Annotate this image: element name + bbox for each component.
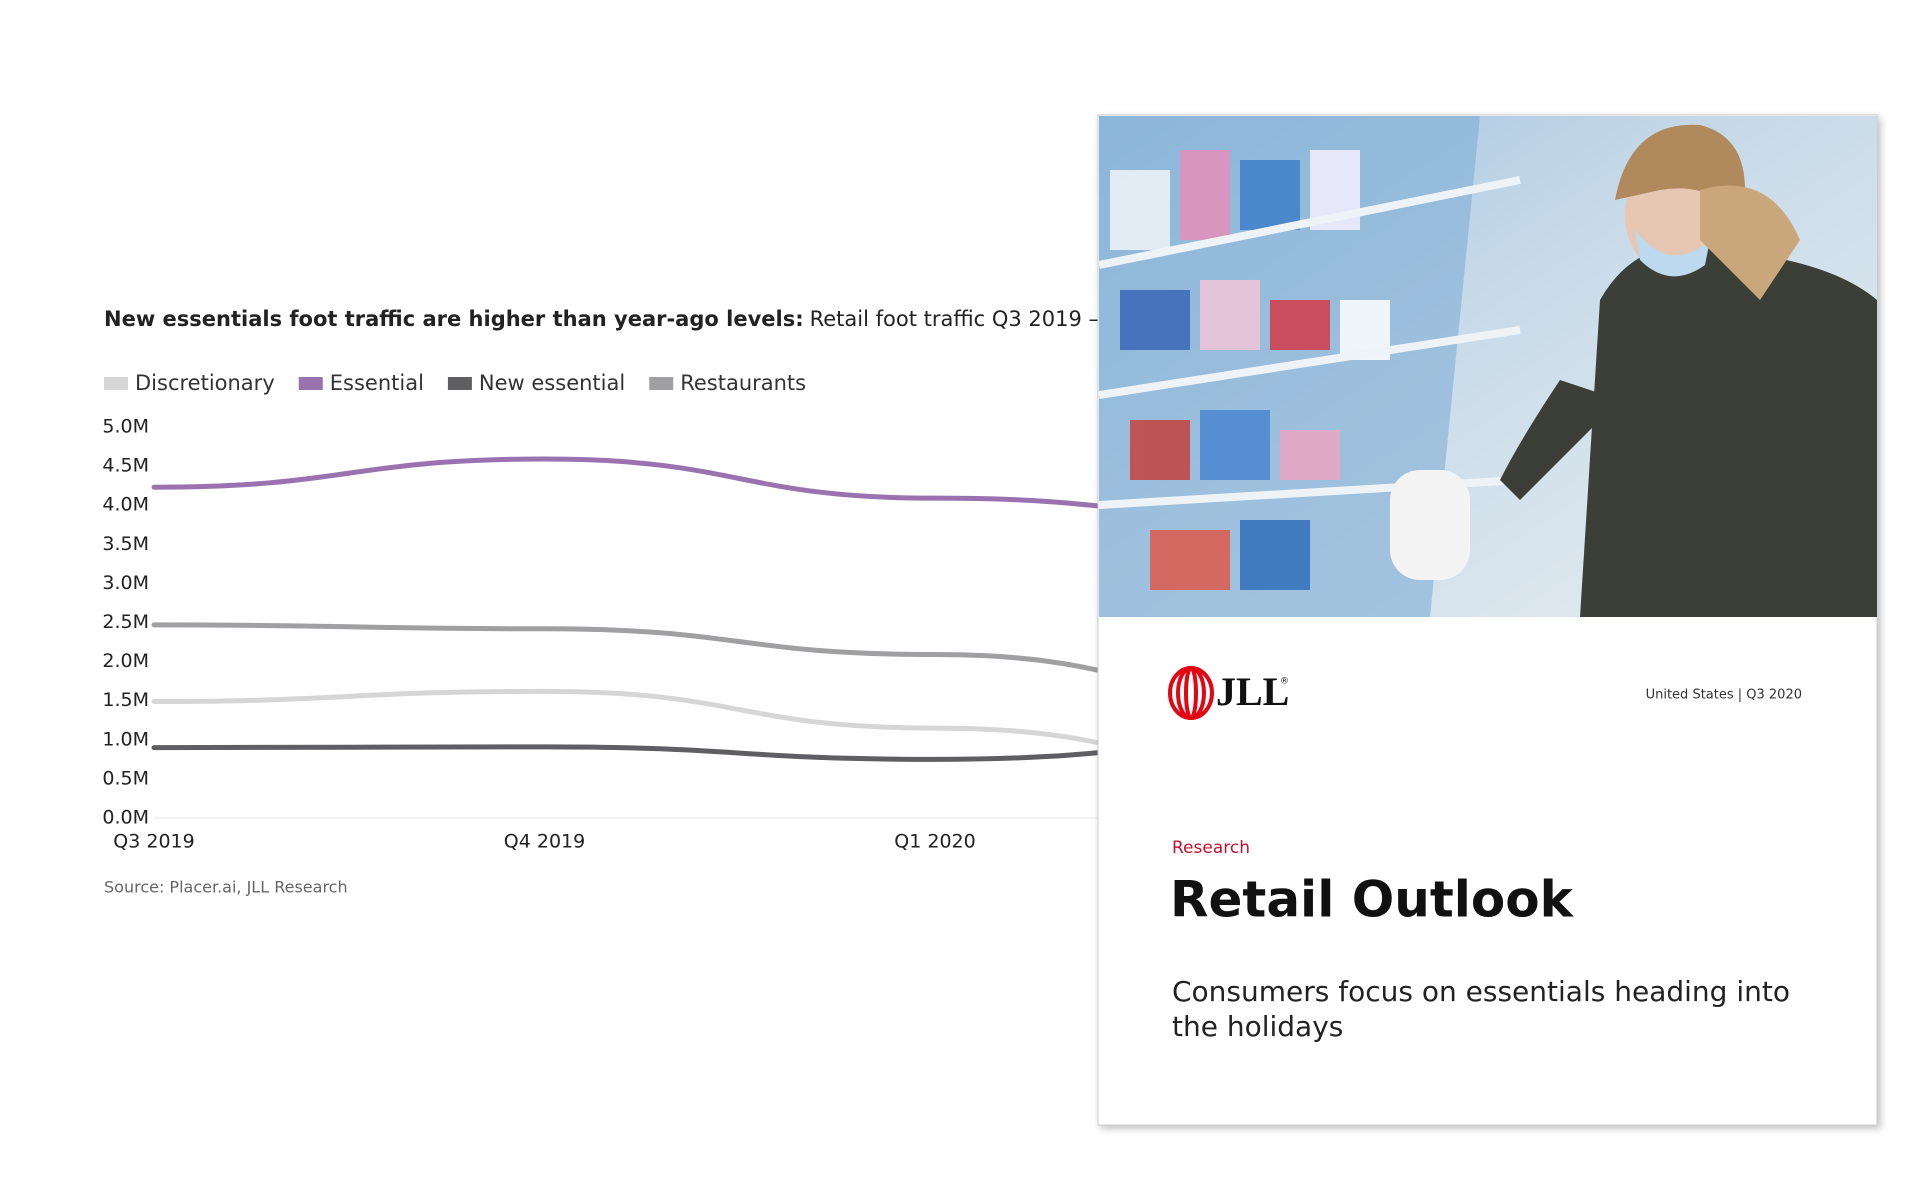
cover-photo (1099, 116, 1877, 617)
y-tick-label: 2.5M (102, 611, 149, 633)
cover-kicker: Research (1172, 838, 1250, 858)
logo-mark: ® (1280, 677, 1289, 687)
x-tick-label: Q1 2020 (894, 831, 975, 853)
cover-subtitle: Consumers focus on essentials heading in… (1172, 975, 1790, 1008)
source: Source: Placer.ai, JLL Research (104, 878, 348, 897)
y-tick-label: 4.0M (102, 494, 149, 516)
legend-label: New essential (479, 371, 625, 395)
cover-edition: United States | Q3 2020 (1646, 688, 1802, 703)
legend-swatch (447, 377, 472, 390)
x-tick-label: Q4 2019 (504, 831, 585, 853)
y-tick-label: 3.0M (102, 572, 149, 594)
legend-label: Essential (330, 371, 424, 395)
y-tick-label: 5.0M (102, 416, 149, 438)
y-tick-label: 1.0M (102, 728, 149, 750)
y-tick-label: 2.0M (102, 650, 149, 672)
cover-title: Retail Outlook (1170, 871, 1575, 929)
legend-swatch (649, 377, 674, 390)
legend-swatch (298, 377, 323, 390)
legend-label: Discretionary (135, 371, 275, 395)
y-tick-label: 0.0M (102, 807, 149, 829)
chart-title: New essentials foot traffic are higher t… (104, 307, 1196, 331)
legend: Discretionary Essential New essential Resta… (104, 371, 806, 395)
y-tick-label: 4.5M (102, 455, 149, 477)
logo-text: JLL (1216, 669, 1289, 714)
legend-label: Restaurants (680, 371, 806, 395)
y-tick-label: 1.5M (102, 689, 149, 711)
y-tick-label: 0.5M (102, 767, 149, 789)
jll-logo: JLL ® (1168, 666, 1289, 720)
chart-title-bold: New essentials foot traffic are higher t… (104, 307, 804, 331)
report-cover: JLL ® United States | Q3 2020 Research R… (1097, 114, 1878, 1126)
y-tick-label: 3.5M (102, 533, 149, 555)
cover-subtitle: the holidays (1172, 1010, 1343, 1043)
x-tick-label: Q3 2019 (113, 831, 194, 853)
legend-swatch (104, 377, 128, 390)
